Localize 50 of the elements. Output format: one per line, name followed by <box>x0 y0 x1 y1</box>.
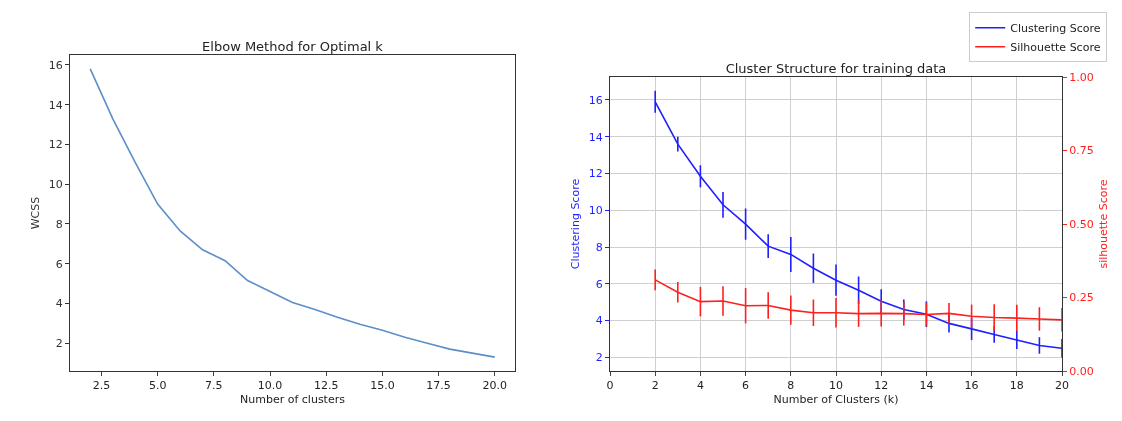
y-tick-label: 2 <box>55 337 63 351</box>
y-tick-label: 14 <box>588 130 603 144</box>
y-axis-title: WCSS <box>29 196 43 230</box>
y-tick-label: 4 <box>55 297 63 311</box>
x-tick-label: 14 <box>919 379 934 393</box>
y-tick-label: 2 <box>595 351 603 365</box>
y-tick-label: 12 <box>588 167 603 181</box>
y-tick-label: 10 <box>48 178 63 192</box>
y-tick-label: 8 <box>55 217 63 231</box>
y-tick-label: 8 <box>595 240 603 254</box>
x-tick-label: 12.5 <box>313 379 339 393</box>
x-tick-label: 6 <box>742 379 750 393</box>
x-axis-title: Number of Clusters (k) <box>773 393 899 407</box>
x-tick-label: 8 <box>787 379 795 393</box>
y-tick-label: 16 <box>588 93 603 107</box>
x-tick-label: 4 <box>696 379 704 393</box>
x-tick-label: 10.0 <box>257 379 283 393</box>
chart-title: Cluster Structure for training data <box>725 61 947 76</box>
y-axis-title: Clustering Score <box>569 178 583 270</box>
y2-tick-label: 1.00 <box>1069 70 1094 84</box>
y2-axis-title: silhouette Score <box>1096 179 1110 269</box>
y2-tick-label: 0.50 <box>1069 217 1094 231</box>
legend-label: Clustering Score <box>1010 22 1101 36</box>
y-tick-label: 10 <box>588 204 603 218</box>
y2-tick-label: 0.25 <box>1069 291 1094 305</box>
y-tick-label: 6 <box>55 257 63 271</box>
y2-tick-label: 0.75 <box>1069 144 1094 158</box>
x-tick-label: 16 <box>964 379 979 393</box>
x-tick-label: 7.5 <box>205 379 223 393</box>
x-tick-label: 2.5 <box>92 379 111 393</box>
x-tick-label: 18 <box>1009 379 1024 393</box>
y-tick-label: 12 <box>48 138 63 152</box>
x-tick-label: 12 <box>874 379 889 393</box>
y-tick-label: 16 <box>48 58 63 72</box>
x-axis-title: Number of clusters <box>240 393 346 407</box>
x-tick-label: 5.0 <box>148 379 167 393</box>
y-tick-label: 4 <box>595 314 603 328</box>
x-tick-label: 20.0 <box>482 379 508 393</box>
x-tick-label: 0 <box>606 379 614 393</box>
x-tick-label: 2 <box>651 379 659 393</box>
y2-tick-label: 0.00 <box>1069 364 1094 378</box>
x-tick-label: 17.5 <box>426 379 451 393</box>
x-tick-label: 15.0 <box>370 379 395 393</box>
chart-title: Elbow Method for Optimal k <box>202 39 384 54</box>
x-tick-label: 20 <box>1055 379 1069 393</box>
legend-label: Silhouette Score <box>1010 41 1101 55</box>
y-tick-label: 14 <box>48 98 63 112</box>
y-tick-label: 6 <box>595 277 603 291</box>
line-series <box>89 68 496 358</box>
x-tick-label: 10 <box>829 379 843 393</box>
